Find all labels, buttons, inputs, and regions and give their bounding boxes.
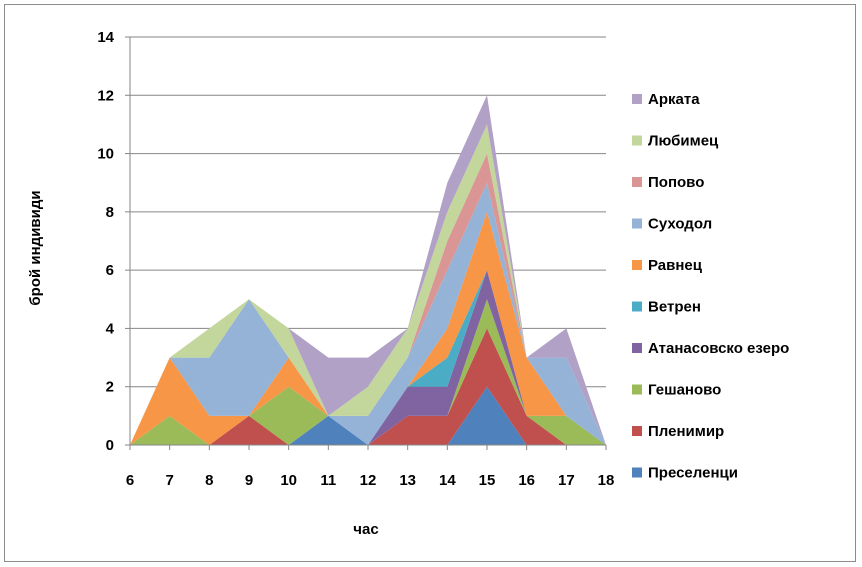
x-tick-label: 17 bbox=[558, 472, 575, 489]
area-series-10 bbox=[130, 95, 606, 445]
legend-swatch bbox=[632, 260, 642, 270]
x-tick-label: 12 bbox=[360, 472, 377, 489]
x-tick-label: 14 bbox=[439, 472, 456, 489]
legend-swatch bbox=[632, 301, 642, 312]
x-axis-title: час bbox=[353, 521, 378, 538]
x-tick-label: 9 bbox=[245, 472, 253, 489]
area-series-6 bbox=[130, 211, 606, 445]
legend-label: Пленимир bbox=[648, 423, 724, 440]
legend-swatch bbox=[632, 177, 642, 187]
area-series-4 bbox=[130, 270, 606, 445]
legend-swatch bbox=[632, 94, 642, 104]
y-axis-title: брой индивиди bbox=[27, 190, 44, 305]
legend-swatch bbox=[632, 426, 642, 436]
y-tick-label: 14 bbox=[97, 29, 114, 46]
y-tick-label: 12 bbox=[97, 87, 114, 104]
legend-label: Гешаново bbox=[648, 382, 721, 399]
x-tick-label: 7 bbox=[165, 472, 173, 489]
y-tick-label: 0 bbox=[106, 437, 114, 454]
legend-label: Преселенци bbox=[648, 465, 738, 482]
y-tick-label: 8 bbox=[106, 204, 114, 221]
x-tick-label: 10 bbox=[280, 472, 297, 489]
x-tick-label: 15 bbox=[479, 472, 496, 489]
y-tick-label: 6 bbox=[106, 262, 114, 279]
legend-label: Атанасовско езеро bbox=[648, 340, 789, 357]
y-tick-label: 10 bbox=[97, 146, 114, 163]
x-tick-label: 11 bbox=[320, 472, 336, 489]
area-series-1 bbox=[130, 386, 606, 445]
legend-swatch bbox=[632, 467, 642, 478]
legend-swatch bbox=[632, 343, 642, 353]
legend-label: Равнец bbox=[648, 257, 703, 274]
legend-label: Арката bbox=[648, 91, 700, 108]
area-series-3 bbox=[130, 299, 606, 445]
legend-label: Суходол bbox=[648, 216, 712, 233]
x-tick-label: 6 bbox=[126, 472, 134, 489]
legend-label: Ветрен bbox=[648, 299, 701, 316]
legend-swatch bbox=[632, 384, 642, 395]
legend-swatch bbox=[632, 218, 642, 229]
legend-label: Любимец bbox=[648, 133, 719, 150]
area-series-7 bbox=[130, 182, 606, 445]
x-tick-label: 16 bbox=[518, 472, 535, 489]
x-tick-label: 8 bbox=[205, 472, 213, 489]
legend-swatch bbox=[632, 135, 642, 146]
x-tick-label: 13 bbox=[399, 472, 416, 489]
y-tick-label: 2 bbox=[106, 379, 114, 396]
legend-label: Попово bbox=[648, 174, 704, 191]
area-series-2 bbox=[130, 328, 606, 445]
y-tick-label: 4 bbox=[106, 320, 115, 337]
x-tick-label: 18 bbox=[598, 472, 615, 489]
